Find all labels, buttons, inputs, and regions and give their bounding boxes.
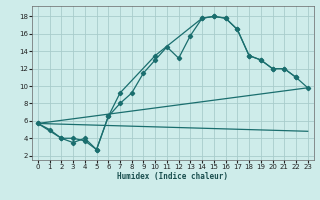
X-axis label: Humidex (Indice chaleur): Humidex (Indice chaleur) [117, 172, 228, 181]
